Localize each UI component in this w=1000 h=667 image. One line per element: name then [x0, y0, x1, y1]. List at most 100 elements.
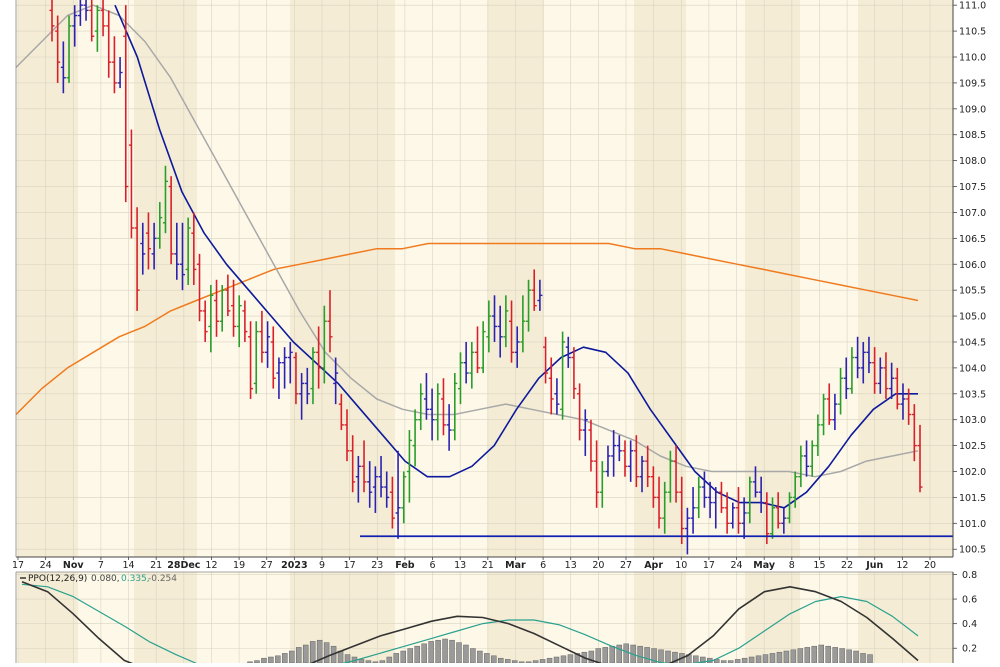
ppo-hist-bar [804, 647, 811, 664]
ohlc-bar [684, 507, 690, 555]
ppo-hist-bar [734, 659, 741, 664]
ppo-band-0 [18, 572, 78, 663]
ohlc-bar [321, 305, 327, 384]
ppo-hist-bar [637, 645, 643, 664]
ppo-hist-bar [616, 644, 622, 664]
ppo-hist-bar [693, 655, 699, 664]
ppo-hist-bar [421, 643, 427, 664]
ppo-hist-bar [867, 654, 873, 664]
ppo-hist-bar [428, 641, 434, 664]
ohlc-bar [236, 295, 242, 348]
ppo-hist-bar [470, 648, 476, 664]
ohlc-bar [492, 295, 498, 342]
ppo-hist-bar [449, 639, 455, 664]
ohlc-bar [611, 430, 617, 477]
ohlc-bar [690, 487, 696, 534]
x-tick-label-3: 7 [98, 560, 104, 571]
ohlc-bar [231, 279, 237, 337]
ohlc-bar [333, 357, 339, 405]
ohlc-bar [253, 321, 259, 394]
ohlc-bar [157, 202, 163, 249]
ppo-hist-bar [337, 650, 344, 664]
ohlc-bar [384, 471, 390, 508]
ohlc-bar [361, 440, 367, 493]
price-y-tick-label-7: 104.0 [959, 363, 986, 374]
x-tick-label-29: 15 [813, 560, 825, 571]
ohlc-bar [429, 388, 435, 441]
ohlc-bar [401, 471, 407, 524]
ppo-band-3 [488, 572, 544, 663]
price-y-tick-label-6: 103.5 [959, 389, 986, 400]
ohlc-bar [123, 5, 129, 203]
ohlc-bar [866, 336, 872, 374]
ohlc-bar [565, 336, 571, 368]
ohlc-bar [338, 393, 344, 431]
ohlc-bar [100, 0, 106, 37]
ohlc-bar [758, 476, 764, 513]
ppo-hist-bar [282, 653, 288, 664]
ohlc-bar [741, 497, 747, 539]
ohlc-bar [202, 300, 208, 342]
price-band-6 [858, 0, 953, 557]
ohlc-bar [701, 471, 707, 508]
ppo-hist-bar [741, 657, 748, 664]
ohlc-bar [72, 5, 78, 47]
ohlc-bar [191, 212, 197, 285]
ohlc-bar [622, 440, 628, 477]
ohlc-bar [514, 326, 520, 368]
price-y-tick-label-3: 102.0 [959, 467, 986, 478]
x-tick-label-19: 6 [540, 560, 546, 571]
ma-long-line [15, 242, 919, 416]
ppo-hist-bar [386, 656, 393, 664]
x-tick-label-1: 24 [40, 560, 52, 571]
ppo-line [21, 581, 919, 667]
ohlc-bar [344, 409, 350, 462]
ohlc-bar [855, 336, 861, 379]
ppo-hist-bar [505, 659, 511, 664]
x-tick-label-26: 24 [730, 560, 742, 571]
price-bars [49, 0, 923, 555]
ohlc-bar [310, 347, 316, 405]
x-tick-label-0: 17 [12, 560, 24, 571]
ppo-band-6 [858, 572, 953, 663]
price-band-2 [290, 0, 395, 557]
ppo-hist-bar [539, 659, 546, 664]
ohlc-bar [197, 253, 203, 322]
x-tick-label-18: Mar [505, 560, 526, 571]
ohlc-bar [452, 373, 458, 441]
ppo-hist-bar [658, 649, 664, 664]
ohlc-bar [582, 409, 588, 456]
ohlc-bar [140, 222, 146, 275]
ppo-band-1 [134, 572, 197, 663]
ppo-hist-bar [602, 647, 609, 664]
ppo-hist-bar [546, 657, 553, 664]
price-y-tick-label-13: 107.0 [959, 208, 986, 219]
price-y-tick-label-11: 106.0 [959, 260, 986, 271]
ppo-hist-bar [463, 644, 469, 664]
ohlc-bar [282, 347, 288, 389]
ohlc-bar [440, 378, 446, 436]
ohlc-bar [259, 310, 265, 363]
ohlc-bar [406, 430, 412, 503]
x-tick-label-2: Nov [63, 560, 84, 571]
ppo-hist-bar [414, 645, 420, 664]
x-tick-label-14: Feb [395, 560, 415, 571]
price-band-1 [134, 0, 197, 557]
ohlc-bar [906, 388, 912, 425]
x-tick-label-5: 21 [150, 560, 162, 571]
ppo-hist-bar [776, 651, 783, 664]
ohlc-bar [77, 0, 83, 26]
ohlc-bar [543, 336, 549, 384]
ohlc-bar [724, 492, 730, 534]
ohlc-bar [208, 284, 214, 353]
ohlc-bar [815, 414, 821, 456]
price-y-tick-label-18: 109.5 [959, 78, 986, 89]
ppo-hist-bar [595, 648, 602, 664]
ohlc-bar [55, 15, 61, 83]
x-tick-label-30: 22 [841, 560, 853, 571]
ohlc-bar [497, 305, 503, 358]
ohlc-bar [242, 300, 248, 342]
price-y-tick-label-14: 107.5 [959, 182, 986, 193]
